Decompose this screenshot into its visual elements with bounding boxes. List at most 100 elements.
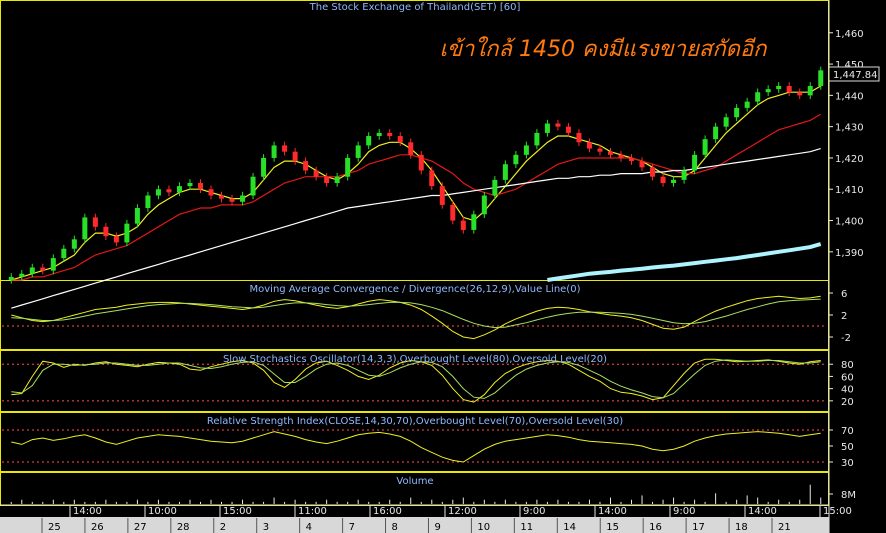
candle-body xyxy=(313,170,319,177)
candle-body xyxy=(460,220,466,230)
candle-body xyxy=(744,101,750,108)
date-label: 25 xyxy=(48,522,61,533)
candle-body xyxy=(261,157,267,177)
candle-body xyxy=(92,217,98,227)
candle-body xyxy=(502,164,508,180)
candle-body xyxy=(671,179,677,183)
time-tick-label: 9:00 xyxy=(523,506,545,517)
candle-body xyxy=(776,85,782,90)
price-tick-label: 1,460 xyxy=(835,29,864,40)
time-tick-label: 11:00 xyxy=(298,506,327,517)
date-label: 14 xyxy=(563,522,576,533)
candle-body xyxy=(50,258,56,271)
candle-body xyxy=(734,107,740,118)
candle-body xyxy=(544,123,550,133)
date-strip xyxy=(0,517,829,533)
stochastic-line xyxy=(11,359,821,399)
candle-body xyxy=(345,157,351,177)
candle-body xyxy=(692,154,698,171)
panel-tick-label: 8M xyxy=(841,490,856,501)
candle-body xyxy=(71,239,77,249)
candle-body xyxy=(807,85,813,96)
candle-body xyxy=(429,170,435,187)
candle-body xyxy=(229,198,235,202)
date-label: 7 xyxy=(349,522,355,533)
time-tick-label: 14:00 xyxy=(73,506,102,517)
candle-body xyxy=(492,179,498,196)
candle-body xyxy=(397,136,403,143)
candle-body xyxy=(40,267,46,271)
candle-body xyxy=(240,195,246,202)
candle-body xyxy=(818,70,824,86)
price-tick-label: 1,430 xyxy=(835,123,864,134)
candle-body xyxy=(797,92,803,96)
candle-body xyxy=(103,226,109,237)
date-label: 16 xyxy=(649,522,662,533)
candle-body xyxy=(219,195,225,199)
time-tick-label: 9:00 xyxy=(673,506,695,517)
candle-body xyxy=(765,89,771,93)
candle-body xyxy=(366,136,372,146)
panel-tick-label: 2 xyxy=(841,311,847,322)
candle-body xyxy=(618,154,624,158)
panel-tick-label: 70 xyxy=(841,426,854,437)
candle-body xyxy=(681,170,687,180)
date-axis: 25 26 27 28 2 3 4 7 8 9 10 11 14 15 16 17 18 21 xyxy=(41,518,791,533)
time-tick-label: 15:00 xyxy=(223,506,252,517)
candle-body xyxy=(513,154,519,165)
candle-body xyxy=(534,132,540,146)
date-label: 4 xyxy=(306,522,312,533)
candle-body xyxy=(113,236,119,243)
series-ma-cyan xyxy=(547,242,822,282)
time-tick-label: 14:00 xyxy=(598,506,627,517)
rsi-label: Relative Strength Index(CLOSE,14,30,70),… xyxy=(207,416,623,427)
candle-body xyxy=(134,208,140,224)
candle-body xyxy=(324,176,330,183)
candle-body xyxy=(282,145,288,152)
panel-tick-label: 40 xyxy=(841,385,854,396)
chart-title: The Stock Exchange of Thailand(SET) [60] xyxy=(309,2,521,13)
candle-body xyxy=(408,142,414,155)
time-tick-label: 16:00 xyxy=(373,506,402,517)
rsi-line xyxy=(11,431,821,463)
candle-body xyxy=(755,92,761,102)
date-label: 18 xyxy=(735,522,748,533)
chart-annotation: เข้าใกล้ 1450 คงมีแรงขายสกัดอีก xyxy=(440,36,769,62)
candle-body xyxy=(523,145,529,155)
candle-body xyxy=(576,132,582,143)
panel-tick-label: -2 xyxy=(841,333,851,344)
candle-body xyxy=(124,223,130,243)
candle-body xyxy=(713,126,719,140)
candle-body xyxy=(607,151,613,155)
candle-body xyxy=(450,204,456,221)
candle-body xyxy=(176,186,182,193)
date-label: 2 xyxy=(220,522,226,533)
date-label: 21 xyxy=(778,522,791,533)
candle-body xyxy=(650,167,656,177)
candles xyxy=(8,66,824,284)
panel-tick-label: 6 xyxy=(841,289,847,300)
macd-line xyxy=(11,295,821,340)
candle-body xyxy=(418,154,424,171)
candle-body xyxy=(629,157,635,162)
date-label: 9 xyxy=(434,522,440,533)
stochastic-label: Slow Stochastics Oscillator(14,3,3),Over… xyxy=(223,354,607,365)
price-tick-label: 1,410 xyxy=(835,185,864,196)
candle-body xyxy=(155,189,161,196)
panel-tick-label: 30 xyxy=(841,458,854,469)
price-tick-label: 1,420 xyxy=(835,154,864,165)
time-tick-label: 14:00 xyxy=(748,506,777,517)
macd-label: Moving Average Convergence / Divergence(… xyxy=(250,284,581,295)
date-label: 28 xyxy=(177,522,190,533)
price-tick-label: 1,450 xyxy=(835,60,864,71)
candle-body xyxy=(250,176,256,196)
candle-body xyxy=(702,139,708,155)
candle-body xyxy=(292,151,298,162)
candle-body xyxy=(187,182,193,187)
candle-body xyxy=(271,145,277,158)
macd-line xyxy=(11,298,821,329)
candle-body xyxy=(387,132,393,137)
candle-body xyxy=(660,176,666,183)
candle-body xyxy=(355,145,361,158)
